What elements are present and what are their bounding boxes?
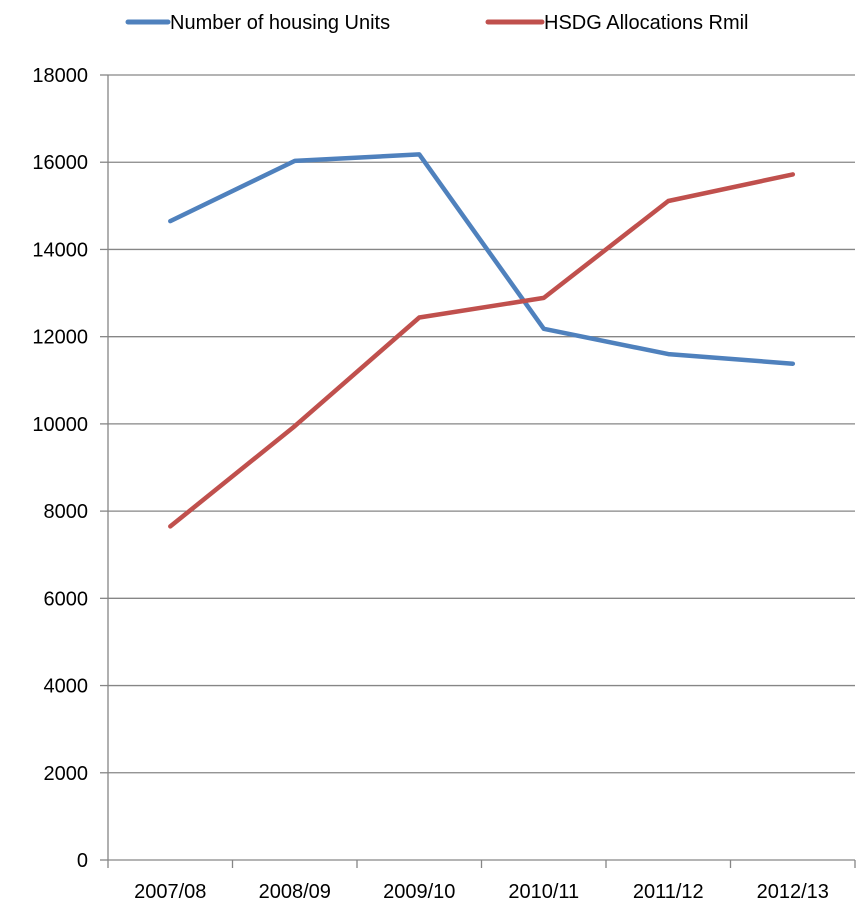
legend-label: HSDG Allocations Rmil (544, 12, 749, 34)
y-tick-label: 0 (77, 850, 88, 872)
y-tick-label: 8000 (44, 501, 89, 523)
y-tick-label: 14000 (32, 239, 88, 261)
y-tick-label: 12000 (32, 327, 88, 349)
series-lines (168, 152, 796, 529)
series-line-2 (168, 172, 796, 529)
series-line-1 (168, 152, 796, 366)
y-tick-label: 4000 (44, 676, 89, 698)
legend-label: Number of housing Units (170, 12, 390, 34)
x-tick-label: 2012/13 (757, 881, 829, 903)
x-tick-label: 2009/10 (383, 881, 455, 903)
legend: Number of housing Units HSDG Allocations … (125, 12, 749, 34)
y-tick-label: 10000 (32, 414, 88, 436)
x-tick-label: 2007/08 (134, 881, 206, 903)
y-tick-label: 16000 (32, 152, 88, 174)
y-tick-label: 6000 (44, 588, 89, 610)
x-tick-label: 2011/12 (633, 881, 704, 903)
x-tick-label: 2008/09 (259, 881, 331, 903)
y-tick-labels: 0 2000 4000 6000 8000 10000 12000 14000 16000 180… (32, 65, 88, 872)
y-tick-label: 2000 (44, 763, 89, 785)
x-tick-label: 2010/11 (508, 881, 579, 903)
x-tick-labels: 2007/08 2008/09 2009/10 2010/11 2011/12 2012/… (134, 881, 829, 903)
gridlines (108, 74, 855, 774)
y-tick-label: 18000 (32, 65, 88, 87)
axes (100, 74, 856, 868)
